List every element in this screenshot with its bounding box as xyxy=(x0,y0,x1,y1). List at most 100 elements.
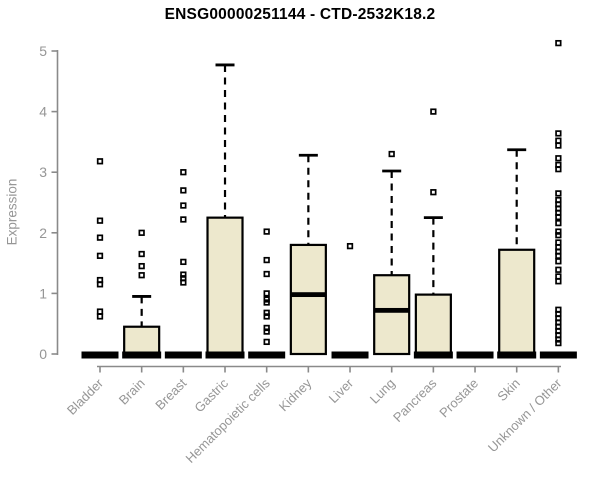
zero-bar xyxy=(81,351,119,359)
boxplot-gastric xyxy=(205,63,245,359)
outlier-marker xyxy=(96,313,104,320)
x-tick-label-skin: Skin xyxy=(494,376,522,404)
boxplot-lung xyxy=(373,150,411,356)
outlier-marker xyxy=(180,258,187,266)
outlier-marker xyxy=(180,169,187,176)
outlier-marker xyxy=(180,202,187,209)
y-tick-label: 2 xyxy=(39,225,47,241)
outlier-marker xyxy=(555,239,562,246)
y-tick-label: 1 xyxy=(39,285,47,301)
y-tick-label: 4 xyxy=(39,104,47,120)
outlier-marker xyxy=(555,130,562,137)
box-rect xyxy=(289,243,327,356)
outlier-marker xyxy=(555,336,562,343)
outlier-marker xyxy=(180,275,187,282)
outlier-marker xyxy=(555,232,562,239)
outlier-marker xyxy=(555,258,562,265)
zero-bar xyxy=(164,351,202,359)
median-line xyxy=(290,292,326,298)
outlier-marker xyxy=(346,242,354,250)
outlier-marker xyxy=(96,234,104,241)
zero-bar xyxy=(248,351,286,359)
boxplot-unknown-other xyxy=(539,39,577,359)
outlier-marker xyxy=(555,166,562,173)
chart-title: ENSG00000251144 - CTD-2532K18.2 xyxy=(164,6,436,23)
outlier-marker xyxy=(555,273,562,280)
outlier-marker xyxy=(263,328,270,335)
x-tick-label-unknown-other: Unknown / Other xyxy=(485,375,565,455)
y-tick-label: 3 xyxy=(39,164,47,180)
outlier-marker xyxy=(430,189,437,196)
outlier-marker xyxy=(555,339,562,347)
x-tick-label-breast: Breast xyxy=(152,375,189,412)
boxplot-prostate xyxy=(456,351,494,359)
outlier-marker xyxy=(96,217,104,224)
box-rect xyxy=(206,216,244,356)
outlier-marker xyxy=(96,252,104,259)
outlier-marker xyxy=(430,108,437,115)
boxplot-hematopoietic-cells xyxy=(248,228,286,359)
boxplot-breast xyxy=(164,169,202,359)
boxplot-kidney xyxy=(289,153,327,356)
outlier-marker xyxy=(555,278,562,285)
box-rect xyxy=(123,325,161,356)
outlier-marker xyxy=(138,272,145,279)
x-tick-label-kidney: Kidney xyxy=(276,375,315,414)
outlier-marker xyxy=(555,190,562,197)
x-tick-label-lung: Lung xyxy=(367,376,398,407)
zero-bar xyxy=(456,351,494,359)
outlier-marker xyxy=(180,216,187,223)
outlier-marker xyxy=(96,158,104,165)
outlier-marker xyxy=(263,256,270,264)
outlier-marker xyxy=(96,308,104,315)
outlier-marker xyxy=(555,213,562,221)
outlier-marker xyxy=(555,228,562,235)
outlier-marker xyxy=(263,296,270,303)
x-tick-label-bladder: Bladder xyxy=(64,375,107,418)
outlier-marker xyxy=(555,137,562,144)
x-tick-label-brain: Brain xyxy=(116,376,148,408)
x-tick-label-liver: Liver xyxy=(326,375,357,406)
outlier-marker xyxy=(555,142,562,149)
outlier-marker xyxy=(96,276,104,284)
outlier-marker xyxy=(138,229,145,236)
median-line xyxy=(497,351,537,359)
zero-bar xyxy=(331,351,369,359)
outlier-marker xyxy=(263,228,270,235)
outlier-marker xyxy=(263,309,270,316)
x-tick-label-gastric: Gastric xyxy=(191,375,231,415)
zero-bar xyxy=(539,351,577,359)
outlier-marker xyxy=(180,271,187,278)
y-tick-label: 0 xyxy=(39,346,47,362)
x-tick-label-pancreas: Pancreas xyxy=(390,375,440,425)
boxplot-brain xyxy=(122,229,162,359)
outlier-marker xyxy=(555,266,562,273)
outlier-marker xyxy=(555,219,562,227)
y-tick-label: 5 xyxy=(39,43,47,59)
outlier-marker xyxy=(263,270,270,278)
boxplot-liver xyxy=(331,242,369,359)
outlier-marker xyxy=(263,290,270,297)
outlier-marker xyxy=(555,252,562,259)
outlier-marker xyxy=(263,313,270,320)
median-line xyxy=(374,307,410,313)
outlier-marker xyxy=(263,324,270,332)
outlier-marker xyxy=(138,262,145,270)
outlier-marker xyxy=(555,155,562,162)
boxplot-pancreas xyxy=(413,108,453,359)
outlier-marker xyxy=(555,39,562,47)
outlier-marker xyxy=(263,338,270,346)
median-line xyxy=(413,351,453,359)
outlier-marker xyxy=(180,187,187,194)
x-tick-label-prostate: Prostate xyxy=(436,376,481,421)
median-line xyxy=(205,351,245,359)
boxplot-bladder xyxy=(81,158,119,359)
box-rect xyxy=(373,274,411,356)
boxplot-skin xyxy=(497,148,537,359)
median-line xyxy=(122,351,162,359)
outlier-marker xyxy=(138,250,145,258)
box-rect xyxy=(414,293,452,356)
box-rect xyxy=(498,248,536,356)
